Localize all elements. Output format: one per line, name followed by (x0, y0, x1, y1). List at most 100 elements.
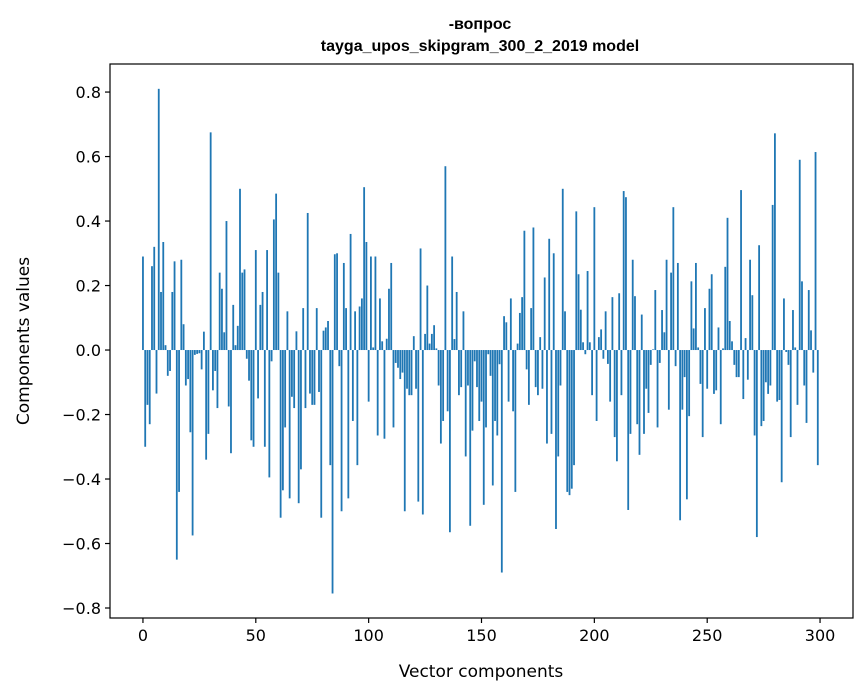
bar-component-171 (527, 350, 530, 405)
bar-component-207 (609, 350, 612, 402)
bar-component-139 (455, 291, 458, 351)
bar-component-68 (295, 331, 298, 351)
bar-component-63 (284, 350, 287, 428)
bar-component-170 (525, 350, 528, 370)
bar-component-246 (697, 347, 700, 351)
bar-component-14 (173, 261, 176, 351)
bar-component-209 (613, 350, 616, 438)
bar-component-2 (146, 350, 149, 405)
bar-component-17 (180, 259, 183, 351)
bar-component-56 (268, 350, 271, 478)
bar-component-237 (676, 262, 679, 351)
x-axis-ticks: 0 50 100 150 200 250 300 (138, 618, 835, 645)
bar-component-285 (785, 350, 788, 352)
bar-component-270 (751, 295, 754, 351)
bar-component-98 (363, 187, 366, 351)
bar-component-95 (356, 350, 359, 466)
bar-component-43 (239, 188, 241, 351)
bar-component-28 (205, 350, 208, 460)
bar-component-235 (672, 207, 675, 351)
bar-component-82 (327, 321, 329, 351)
bar-component-216 (629, 350, 632, 434)
bar-component-30 (209, 132, 212, 351)
bar-component-191 (573, 350, 575, 466)
bar-component-188 (566, 350, 569, 492)
bar-component-224 (647, 350, 650, 413)
bar-component-1 (144, 350, 147, 447)
bar-component-18 (182, 324, 185, 351)
bar-component-150 (480, 350, 483, 402)
bar-component-267 (744, 338, 747, 351)
bar-component-72 (304, 350, 307, 409)
bar-component-114 (399, 350, 402, 380)
bar-component-147 (473, 350, 476, 362)
y-tick-label: −0.4 (62, 470, 101, 489)
bar-component-156 (494, 350, 496, 421)
bar-component-12 (169, 350, 171, 371)
bar-component-232 (665, 259, 668, 351)
bar-component-27 (202, 331, 205, 351)
bar-component-149 (478, 350, 481, 421)
bar-component-231 (663, 332, 666, 351)
bar-component-91 (347, 350, 350, 499)
bar-component-35 (221, 288, 223, 351)
bar-component-158 (498, 350, 501, 365)
bar-component-39 (230, 350, 232, 454)
bar-component-202 (597, 337, 600, 351)
bar-component-203 (600, 329, 603, 351)
bar-component-189 (568, 350, 571, 496)
bar-component-250 (706, 350, 709, 389)
bar-component-145 (469, 350, 472, 526)
bar-component-65 (288, 350, 291, 499)
bar-component-64 (286, 311, 289, 351)
bar-component-288 (792, 310, 794, 351)
bar-component-254 (715, 350, 718, 391)
bar-component-126 (426, 285, 429, 351)
bar-component-271 (753, 350, 756, 436)
bar-component-134 (444, 166, 447, 351)
bar-component-272 (755, 350, 758, 538)
bar-component-92 (349, 233, 352, 351)
bar-component-34 (218, 272, 221, 351)
bar-component-159 (500, 350, 503, 573)
bar-component-23 (193, 350, 196, 355)
bar-component-77 (315, 308, 318, 351)
bar-component-94 (354, 311, 357, 351)
x-tick-label: 200 (579, 626, 610, 645)
bar-component-243 (690, 281, 693, 351)
x-tick-label: 50 (246, 626, 266, 645)
x-axis-label: Vector components (399, 662, 564, 682)
bar-component-151 (482, 350, 485, 505)
bar-component-169 (523, 230, 526, 351)
bar-component-276 (764, 350, 767, 383)
bar-component-163 (509, 298, 512, 351)
bar-component-253 (713, 350, 715, 394)
bar-component-281 (776, 350, 779, 402)
bar-component-278 (769, 350, 772, 386)
bar-component-298 (814, 152, 817, 351)
bar-component-96 (358, 306, 361, 351)
bar-component-157 (496, 350, 499, 436)
bar-component-44 (241, 272, 244, 351)
bar-component-140 (458, 350, 460, 396)
bar-component-49 (252, 350, 255, 447)
bar-component-48 (250, 350, 253, 441)
bar-component-127 (428, 343, 431, 351)
bar-component-228 (656, 350, 659, 428)
bar-component-55 (266, 250, 268, 351)
bar-component-173 (532, 227, 535, 351)
bar-component-131 (437, 350, 440, 386)
bar-component-190 (570, 350, 573, 489)
bar-component-205 (604, 311, 607, 351)
bar-component-283 (780, 350, 783, 483)
bar-component-125 (424, 333, 426, 351)
bar-component-193 (577, 274, 580, 351)
bar-component-129 (433, 325, 436, 351)
bar-component-181 (550, 350, 553, 434)
bar-component-31 (212, 350, 214, 391)
bar-component-284 (783, 298, 785, 351)
bar-component-225 (649, 350, 652, 365)
bar-component-36 (223, 332, 226, 351)
bar-component-119 (410, 350, 413, 396)
